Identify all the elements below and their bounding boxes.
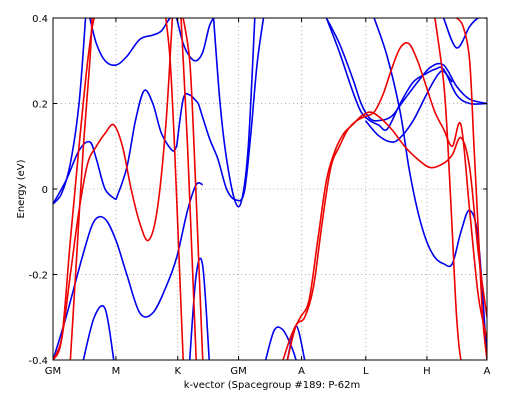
band-line-4 (175, 92, 199, 147)
band-line-20 (69, 18, 93, 360)
band-line-27 (455, 18, 487, 360)
y-tick-label: 0.4 (32, 14, 48, 25)
x-tick-label: L (363, 366, 369, 377)
y-tick-label: -0.2 (28, 271, 48, 282)
x-tick-label: A (298, 366, 305, 377)
band-line-14 (325, 18, 487, 122)
band-line-17 (442, 18, 487, 49)
band-line-25 (282, 111, 487, 360)
x-tick-label: M (112, 366, 121, 377)
y-axis-label: Energy (eV) (16, 159, 27, 218)
band-line-12 (264, 326, 297, 360)
y-tick-label: 0.2 (32, 100, 48, 111)
band-line-16 (373, 18, 487, 360)
band-line-24 (286, 42, 487, 360)
grid (53, 18, 487, 360)
series-layer (53, 18, 487, 360)
x-tick-label: GM (45, 366, 61, 377)
band-line-1 (53, 140, 117, 205)
band-line-23 (180, 18, 198, 360)
x-tick-label: K (174, 366, 181, 377)
x-tick-label: GM (230, 366, 246, 377)
ticks: GM M K GM A L H A -0.4 -0.2 0 0.2 0.4 (28, 14, 490, 377)
band-line-13 (325, 18, 487, 131)
y-tick-label: -0.4 (28, 356, 48, 367)
band-line-5 (175, 18, 215, 62)
band-line-22 (182, 18, 204, 360)
x-axis-label: k-vector (Spacegroup #189: P-62m (184, 380, 361, 391)
band-line-2 (115, 89, 178, 200)
y-tick-label: 0 (42, 185, 48, 196)
band-line-0 (53, 18, 87, 205)
band-line-8 (53, 182, 203, 360)
x-tick-label: A (484, 366, 491, 377)
band-line-9 (82, 305, 115, 360)
band-line-21 (165, 18, 184, 360)
band-line-10 (188, 257, 211, 360)
band-line-7 (212, 18, 256, 208)
band-line-18 (53, 18, 174, 360)
x-tick-label: H (423, 366, 431, 377)
